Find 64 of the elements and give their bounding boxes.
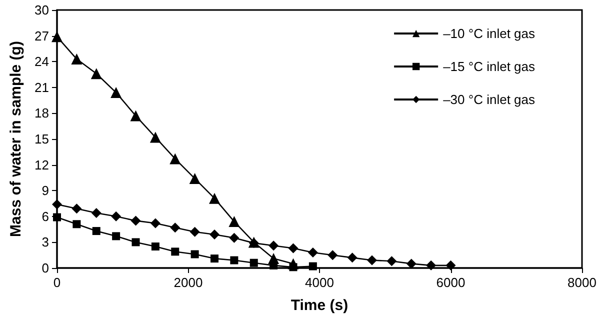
point bbox=[72, 204, 82, 214]
point bbox=[71, 54, 82, 65]
point bbox=[210, 254, 218, 263]
point bbox=[150, 218, 160, 228]
point bbox=[171, 248, 180, 256]
point bbox=[268, 240, 279, 251]
point bbox=[112, 232, 120, 240]
point bbox=[406, 258, 416, 269]
point bbox=[151, 242, 160, 250]
point bbox=[288, 243, 298, 254]
point bbox=[90, 68, 102, 80]
point bbox=[91, 208, 102, 218]
y-tick-label: 0 bbox=[42, 260, 49, 276]
point bbox=[367, 255, 377, 266]
point bbox=[189, 173, 200, 184]
point bbox=[328, 250, 338, 260]
y-tick-label: 3 bbox=[42, 234, 49, 250]
y-tick-label: 30 bbox=[34, 2, 49, 18]
point bbox=[308, 262, 317, 270]
point bbox=[170, 153, 181, 164]
point bbox=[230, 256, 238, 264]
point bbox=[130, 110, 142, 122]
point bbox=[209, 192, 220, 204]
y-tick-label: 9 bbox=[42, 183, 49, 198]
x-tick-label: 4000 bbox=[305, 275, 334, 290]
legend-label: –15 °C inlet gas bbox=[443, 59, 536, 74]
point bbox=[130, 216, 141, 226]
x-tick-label: 0 bbox=[53, 275, 61, 290]
point bbox=[150, 132, 161, 143]
y-tick-label: 24 bbox=[34, 54, 49, 70]
y-tick-label: 27 bbox=[34, 28, 49, 44]
point bbox=[132, 238, 140, 246]
point bbox=[446, 260, 456, 270]
point bbox=[308, 248, 318, 258]
point bbox=[111, 211, 122, 222]
y-axis-title: Mass of water in sample (g) bbox=[8, 41, 25, 237]
x-axis-title: Time (s) bbox=[290, 297, 348, 314]
point bbox=[52, 31, 62, 42]
point bbox=[250, 258, 258, 267]
legend-label: –10 °C inlet gas bbox=[443, 26, 536, 41]
point bbox=[52, 199, 62, 210]
y-tick-label: 21 bbox=[34, 80, 49, 95]
point bbox=[347, 252, 358, 263]
point bbox=[72, 220, 81, 228]
point bbox=[190, 226, 200, 237]
point bbox=[92, 227, 100, 236]
y-tick-label: 15 bbox=[34, 132, 49, 146]
point bbox=[268, 253, 280, 264]
point bbox=[229, 232, 240, 243]
legend-label: –30 °C inlet gas bbox=[443, 92, 536, 107]
y-tick-label: 18 bbox=[34, 106, 49, 121]
y-tick-label: 6 bbox=[42, 208, 49, 224]
point bbox=[170, 222, 180, 233]
point bbox=[110, 87, 122, 98]
point bbox=[190, 250, 199, 258]
x-tick-label: 2000 bbox=[174, 275, 203, 290]
x-tick-label: 8000 bbox=[568, 275, 596, 290]
point bbox=[228, 216, 240, 228]
point bbox=[426, 260, 436, 270]
point bbox=[210, 229, 220, 240]
y-tick-label: 12 bbox=[34, 157, 49, 172]
point bbox=[386, 256, 397, 266]
point bbox=[288, 258, 299, 270]
x-tick-label: 6000 bbox=[436, 275, 466, 290]
